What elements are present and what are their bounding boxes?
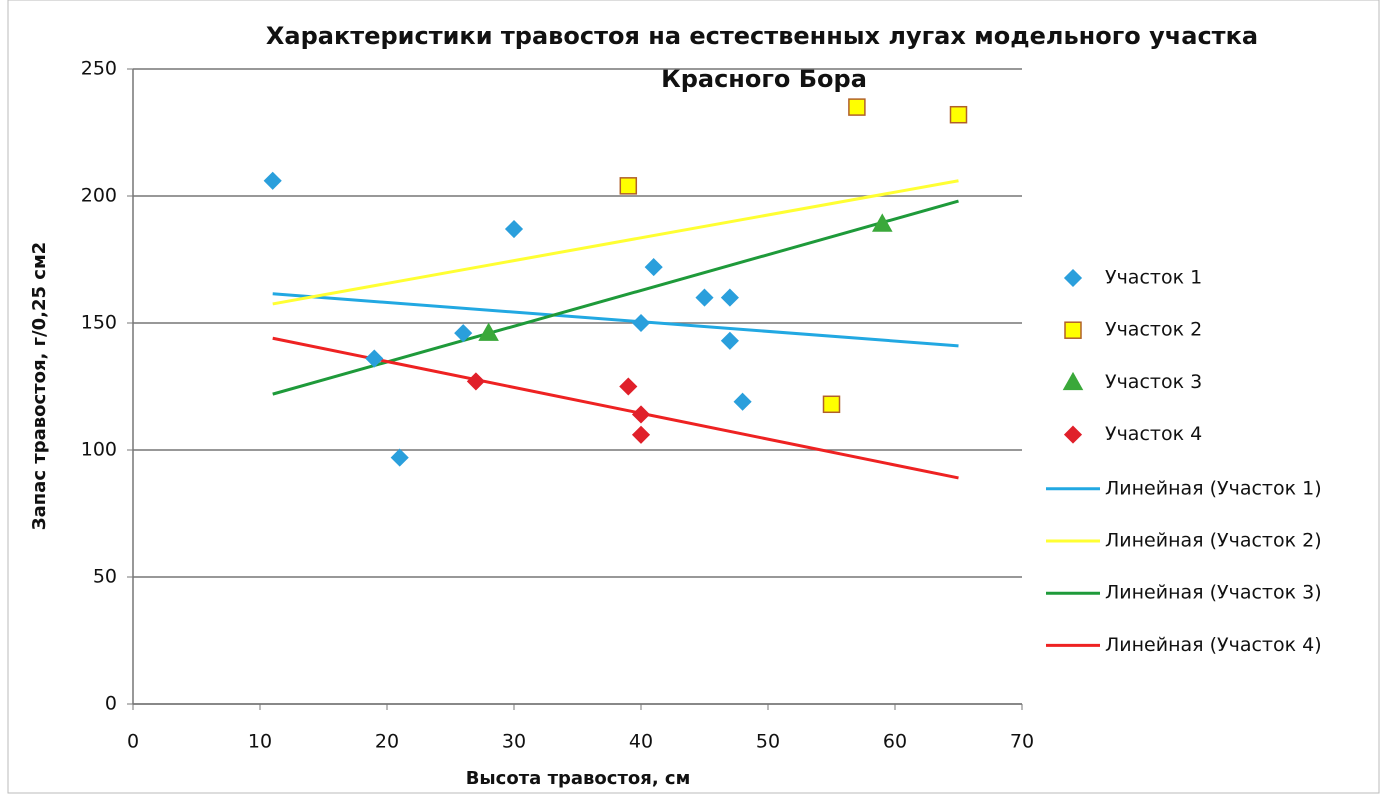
legend-swatch [1062,371,1084,391]
legend-swatch [1064,321,1082,339]
point [365,349,384,368]
point [478,322,499,341]
legend-label: Участок 4 [1105,423,1202,445]
point [631,313,651,333]
legend-swatch [1063,425,1083,444]
legend-label: Линейная (Участок 1) [1105,477,1322,499]
y-tick-label: 150 [81,312,117,334]
point [848,98,866,116]
point [733,392,752,411]
point [644,258,663,277]
legend-label: Линейная (Участок 2) [1105,530,1322,552]
x-axis-label: Высота травостоя, см [466,768,691,789]
point [454,324,473,343]
x-tick-label: 10 [248,731,272,753]
legend-swatch [1063,268,1083,288]
trend-line [272,292,959,348]
legend-label: Участок 2 [1105,319,1202,341]
point [263,171,282,190]
x-tick-label: 0 [127,731,139,753]
y-tick-label: 50 [93,566,117,588]
y-tick-label: 0 [105,693,117,715]
point [466,372,485,391]
x-tick-label: 30 [502,731,526,753]
point [720,288,739,307]
chart-title: Характеристики травостоя на естественных… [266,22,1258,50]
point [619,377,638,396]
point [390,448,409,467]
legend-label: Участок 1 [1105,267,1202,289]
trend-line [272,179,959,306]
point [949,105,968,124]
legend-label: Участок 3 [1105,371,1202,393]
y-tick-label: 100 [81,439,117,461]
point [504,219,524,239]
y-tick-label: 250 [81,58,117,80]
legend-label: Линейная (Участок 3) [1105,582,1322,604]
y-axis-label: Запас травостоя, г/0,25 см2 [29,242,50,530]
point [631,405,651,424]
x-tick-label: 20 [375,731,399,753]
x-tick-label: 70 [1010,731,1034,753]
trend-line [272,336,959,480]
point [619,177,638,195]
point [631,425,651,444]
chart-frame [7,0,1380,794]
x-tick-label: 50 [756,731,780,753]
legend-label: Линейная (Участок 4) [1105,634,1322,656]
point [695,288,714,307]
x-tick-label: 40 [629,731,653,753]
point [872,213,893,232]
point [720,331,739,350]
y-tick-label: 200 [81,185,117,207]
x-tick-label: 60 [883,731,907,753]
point [822,395,841,414]
